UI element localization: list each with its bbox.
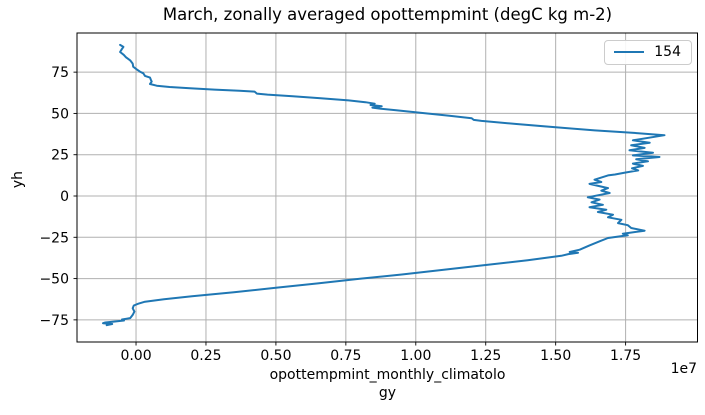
data-line-154 <box>102 43 666 327</box>
y-tick-label: −25 <box>39 230 69 246</box>
y-tick-label: −75 <box>39 313 69 329</box>
legend-label: 154 <box>654 44 681 60</box>
x-tick-label: 0.00 <box>120 348 151 364</box>
axes-spines <box>76 32 698 343</box>
legend: 154 <box>604 40 692 65</box>
y-axis-label: yh <box>10 171 26 189</box>
chart-title: March, zonally averaged opottempmint (de… <box>162 5 613 24</box>
y-tick-label: 25 <box>51 148 69 164</box>
x-axis-offset-text: 1e7 <box>670 361 697 377</box>
x-tick-label: 0.50 <box>260 348 291 364</box>
x-tick-label: 0.25 <box>190 348 221 364</box>
legend-line-swatch <box>614 51 645 53</box>
y-tick-label: −50 <box>39 272 69 288</box>
x-tick-label: 0.75 <box>330 348 361 364</box>
x-tick-label: 1.75 <box>610 348 641 364</box>
x-tick-label: 1.25 <box>470 348 501 364</box>
x-tick-label: 1.00 <box>400 348 431 364</box>
y-tick-label: 50 <box>51 106 69 122</box>
x-axis-label-line1: opottempmint_monthly_climatolo <box>269 367 506 383</box>
x-axis-label: opottempmint_monthly_climatolo gy <box>77 366 698 402</box>
y-tick-label: 0 <box>60 189 69 205</box>
x-tick-label: 1.50 <box>540 348 571 364</box>
x-axis-label-line2: gy <box>378 385 397 401</box>
y-tick-label: 75 <box>51 65 69 81</box>
